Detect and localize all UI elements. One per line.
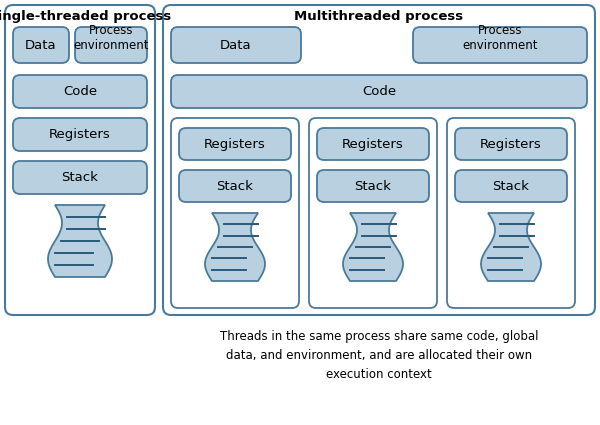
FancyBboxPatch shape — [5, 5, 155, 315]
Text: Registers: Registers — [204, 138, 266, 150]
FancyBboxPatch shape — [317, 128, 429, 160]
FancyBboxPatch shape — [13, 27, 69, 63]
FancyBboxPatch shape — [317, 170, 429, 202]
FancyBboxPatch shape — [447, 118, 575, 308]
Text: Code: Code — [362, 85, 396, 97]
FancyBboxPatch shape — [13, 75, 147, 108]
FancyBboxPatch shape — [171, 118, 299, 308]
Polygon shape — [205, 213, 265, 281]
FancyBboxPatch shape — [13, 118, 147, 151]
FancyBboxPatch shape — [13, 161, 147, 194]
Text: Registers: Registers — [49, 128, 111, 141]
Text: Single-threaded process: Single-threaded process — [0, 9, 172, 23]
Text: Multithreaded process: Multithreaded process — [295, 9, 464, 23]
FancyBboxPatch shape — [455, 170, 567, 202]
Text: Process
environment: Process environment — [73, 24, 149, 52]
Text: Code: Code — [63, 85, 97, 97]
FancyBboxPatch shape — [75, 27, 147, 63]
Text: Data: Data — [25, 39, 57, 51]
Text: Registers: Registers — [342, 138, 404, 150]
FancyBboxPatch shape — [179, 170, 291, 202]
FancyBboxPatch shape — [309, 118, 437, 308]
FancyBboxPatch shape — [171, 75, 587, 108]
Text: Stack: Stack — [62, 170, 98, 184]
Polygon shape — [481, 213, 541, 281]
Polygon shape — [48, 205, 112, 277]
Text: Stack: Stack — [493, 179, 529, 193]
FancyBboxPatch shape — [171, 27, 301, 63]
Text: Stack: Stack — [217, 179, 253, 193]
FancyBboxPatch shape — [455, 128, 567, 160]
FancyBboxPatch shape — [163, 5, 595, 315]
Text: Process
environment: Process environment — [462, 24, 538, 52]
Text: Stack: Stack — [355, 179, 391, 193]
Text: Threads in the same process share same code, global
data, and environment, and a: Threads in the same process share same c… — [220, 330, 538, 381]
Polygon shape — [343, 213, 403, 281]
FancyBboxPatch shape — [413, 27, 587, 63]
Text: Data: Data — [220, 39, 252, 51]
FancyBboxPatch shape — [179, 128, 291, 160]
Text: Registers: Registers — [480, 138, 542, 150]
